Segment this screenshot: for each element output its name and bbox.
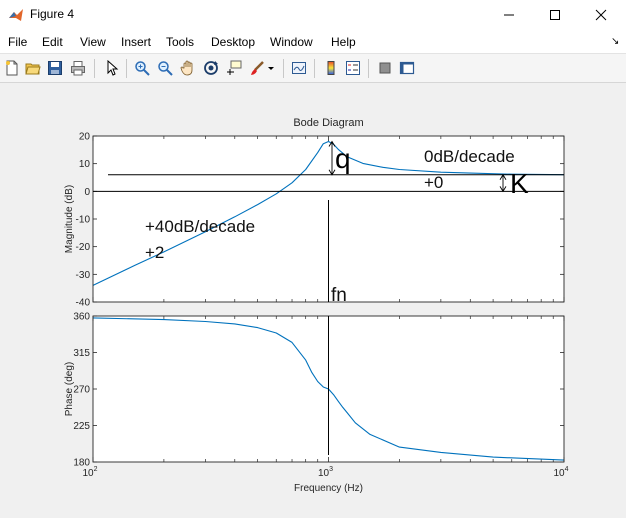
phase-xtick-label: 102 bbox=[82, 466, 97, 479]
toolbar-separator bbox=[283, 59, 284, 78]
menu-view[interactable]: View bbox=[80, 35, 106, 49]
bode-plot-svg[interactable]: 20 10 0 -10 -20 -30 -40 Magnitude (dB) Bode Diag… bbox=[0, 83, 626, 513]
insert-colorbar-button[interactable] bbox=[322, 59, 340, 77]
phase-xtick-label: 103 bbox=[318, 466, 333, 479]
annotation-k: K bbox=[510, 168, 529, 199]
annotation-order-left: +2 bbox=[145, 243, 164, 262]
phase-ytick-label: 315 bbox=[73, 348, 90, 359]
dock-arrow-icon[interactable]: ↘ bbox=[611, 36, 620, 47]
annotation-q: q bbox=[335, 143, 351, 174]
minimize-button[interactable] bbox=[486, 0, 532, 30]
figure-canvas: 20 10 0 -10 -20 -30 -40 Magnitude (dB) Bode Diag… bbox=[0, 83, 626, 513]
zoom-out-icon bbox=[158, 61, 173, 76]
k-arrow-head-bottom bbox=[499, 186, 507, 193]
magnitude-ytick-label: -40 bbox=[76, 298, 91, 309]
window-title: Figure 4 bbox=[30, 7, 75, 21]
dropdown-arrow-icon bbox=[268, 67, 274, 70]
annotation-fn: fn bbox=[331, 285, 347, 306]
show-plot-tools-button[interactable] bbox=[398, 59, 416, 77]
title-bar: Figure 4 bbox=[0, 0, 626, 30]
close-icon bbox=[595, 9, 607, 21]
menu-window[interactable]: Window bbox=[270, 35, 313, 49]
save-button[interactable] bbox=[46, 59, 64, 77]
zoom-in-button[interactable] bbox=[133, 59, 151, 77]
zoom-in-icon bbox=[135, 61, 150, 76]
data-cursor-button[interactable] bbox=[225, 59, 243, 77]
toolbar-separator bbox=[314, 59, 315, 78]
annotation-order-right: +0 bbox=[424, 173, 443, 192]
magnitude-ytick-label: -30 bbox=[76, 270, 91, 281]
magnitude-ytick-label: 0 bbox=[84, 187, 90, 198]
magnitude-series-line bbox=[92, 140, 565, 286]
open-file-button[interactable] bbox=[24, 59, 42, 77]
insert-legend-button[interactable] bbox=[344, 59, 362, 77]
show-plot-tools-icon bbox=[399, 61, 415, 75]
link-plot-icon bbox=[292, 62, 306, 74]
magnitude-ytick-label: 20 bbox=[79, 132, 91, 143]
legend-icon bbox=[346, 61, 360, 75]
colorbar-icon bbox=[327, 61, 335, 75]
brush-icon bbox=[251, 61, 264, 75]
phase-series-line bbox=[92, 317, 565, 461]
magnitude-ylabel: Magnitude (dB) bbox=[64, 185, 75, 253]
maximize-button[interactable] bbox=[532, 0, 578, 30]
rotate-3d-button[interactable] bbox=[202, 59, 220, 77]
figure-toolbar bbox=[0, 54, 626, 83]
hide-plot-tools-icon bbox=[379, 62, 391, 74]
toolbar-separator bbox=[94, 59, 95, 78]
toolbar-separator bbox=[368, 59, 369, 78]
toolbar-separator bbox=[126, 59, 127, 78]
menu-edit[interactable]: Edit bbox=[42, 35, 63, 49]
hand-icon bbox=[180, 60, 193, 76]
annotation-slope-right: 0dB/decade bbox=[424, 147, 515, 166]
printer-icon bbox=[71, 61, 85, 76]
menu-insert[interactable]: Insert bbox=[121, 35, 152, 49]
phase-ytick-label: 225 bbox=[73, 421, 90, 432]
data-cursor-icon bbox=[227, 60, 242, 75]
rotate-icon bbox=[204, 61, 218, 75]
magnitude-ytick-label: -20 bbox=[76, 242, 91, 253]
phase-ytick-label: 180 bbox=[73, 458, 90, 469]
matlab-logo-icon bbox=[9, 9, 23, 21]
phase-ytick-label: 270 bbox=[73, 385, 90, 396]
arrow-pointer-icon bbox=[107, 60, 119, 76]
brush-button[interactable] bbox=[248, 59, 266, 77]
magnitude-ytick-label: 10 bbox=[79, 159, 91, 170]
phase-xlabel: Frequency (Hz) bbox=[294, 483, 363, 494]
phase-xtick-label: 104 bbox=[553, 466, 568, 479]
q-arrow-head-bottom bbox=[328, 169, 336, 176]
chart-title: Bode Diagram bbox=[293, 117, 363, 129]
new-file-icon bbox=[6, 60, 18, 76]
menu-help[interactable]: Help bbox=[331, 35, 356, 49]
new-figure-button[interactable] bbox=[3, 59, 21, 77]
edit-plot-button[interactable] bbox=[103, 59, 121, 77]
print-button[interactable] bbox=[69, 59, 87, 77]
magnitude-ytick-label: -10 bbox=[76, 215, 91, 226]
brush-dropdown-button[interactable] bbox=[266, 59, 276, 77]
phase-ylabel: Phase (deg) bbox=[64, 362, 75, 416]
link-plot-button[interactable] bbox=[290, 59, 308, 77]
annotation-slope-left: +40dB/decade bbox=[145, 217, 255, 236]
q-arrow-head-top bbox=[328, 140, 336, 147]
menu-desktop[interactable]: Desktop bbox=[211, 35, 256, 49]
menu-tools[interactable]: Tools bbox=[166, 35, 195, 49]
open-folder-icon bbox=[25, 63, 41, 75]
phase-ytick-label: 360 bbox=[73, 312, 90, 323]
hide-plot-tools-button[interactable] bbox=[376, 59, 394, 77]
pan-button[interactable] bbox=[179, 59, 197, 77]
maximize-icon bbox=[550, 10, 560, 20]
zoom-out-button[interactable] bbox=[156, 59, 174, 77]
minimize-icon bbox=[504, 14, 514, 16]
close-button[interactable] bbox=[578, 0, 624, 30]
save-disk-icon bbox=[48, 61, 62, 75]
k-arrow-head-top bbox=[499, 173, 507, 180]
menu-file[interactable]: File bbox=[8, 35, 28, 49]
menu-bar: File Edit View Insert Tools Desktop Wind… bbox=[0, 30, 626, 54]
